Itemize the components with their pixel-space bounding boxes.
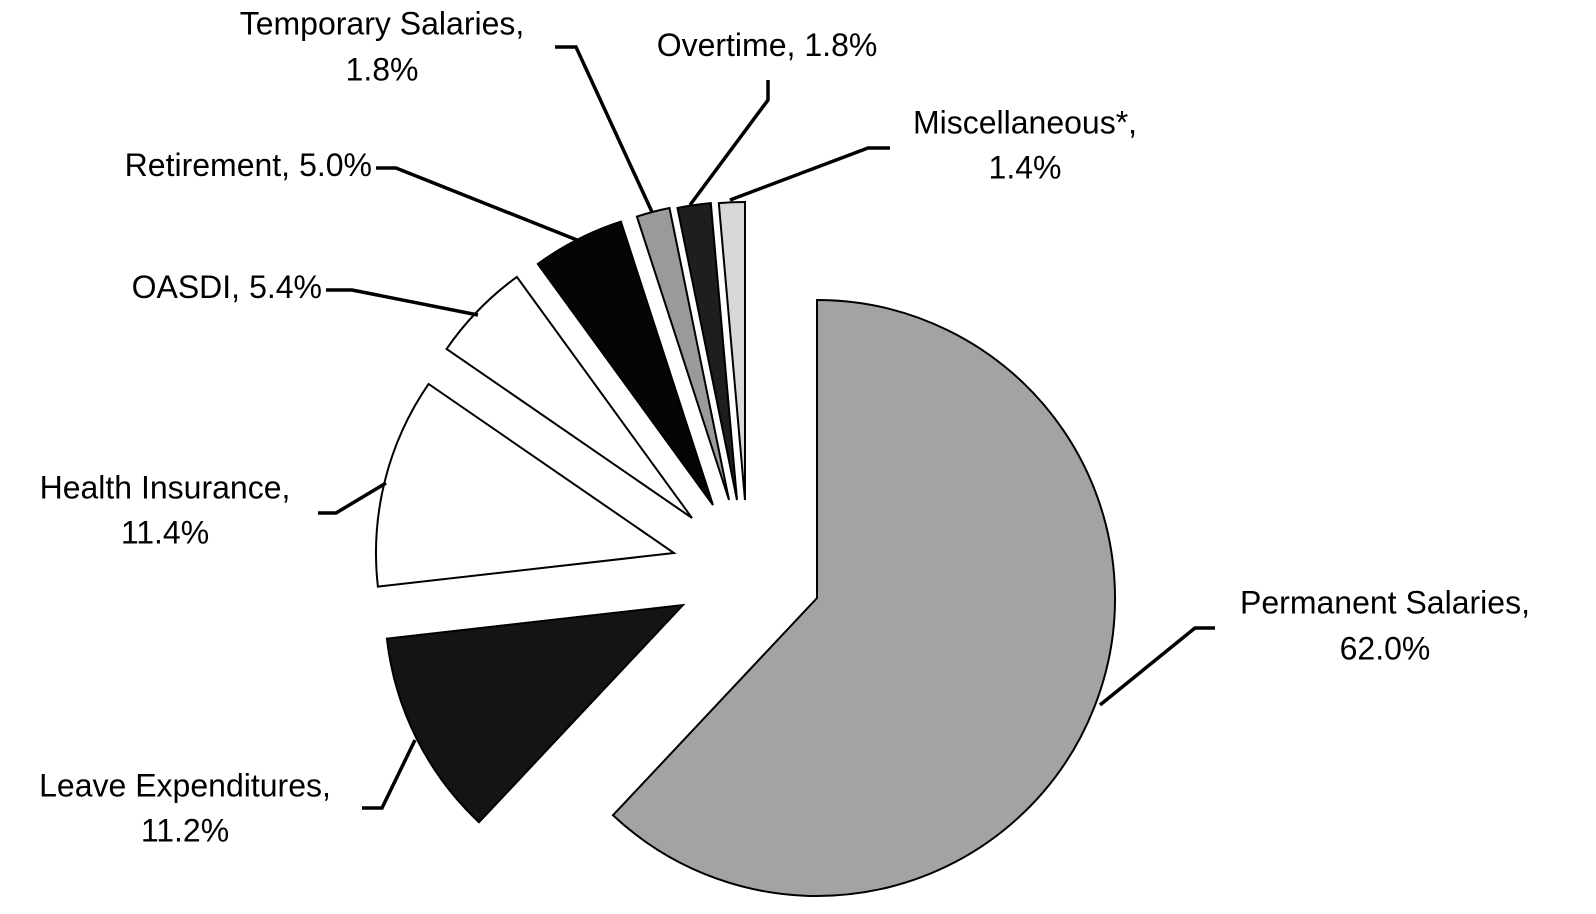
pie-slice (375, 382, 677, 588)
slice-label: Health Insurance, (40, 469, 291, 505)
slice-label: Temporary Salaries, (240, 5, 525, 41)
leader-line (326, 288, 479, 317)
slice-value-label: 1.8% (804, 27, 877, 63)
slice-label-group: Retirement, 5.0% (125, 147, 372, 183)
leader-line (1098, 626, 1215, 707)
slice-label: Retirement, (125, 147, 290, 183)
slice-value-label: 11.2% (141, 812, 229, 848)
slice-value-label: 5.0% (299, 147, 372, 183)
slice-value-label: 1.8% (346, 51, 419, 87)
pie-slice (385, 603, 686, 824)
slice-value-label: 62.0% (1340, 630, 1431, 666)
leader-line (555, 45, 654, 213)
slice-label-group: Overtime, 1.8% (657, 27, 878, 63)
pie-slice (717, 200, 746, 501)
slice-label: Leave Expenditures, (39, 767, 331, 803)
slice-value-label: 11.4% (121, 514, 209, 550)
leader-line (729, 146, 890, 202)
pie-slice (445, 275, 693, 519)
slice-label-group: OASDI, 5.4% (132, 269, 322, 305)
slice-value-label: 1.4% (989, 149, 1062, 185)
slice-value-label: 5.4% (249, 269, 322, 305)
slice-label: Permanent Salaries, (1240, 584, 1530, 620)
slice-label: OASDI, (132, 269, 240, 305)
pie-slice (536, 220, 714, 506)
slice-label: Miscellaneous*, (913, 104, 1137, 140)
leader-line (318, 481, 387, 515)
pie-slice (676, 202, 738, 501)
pie-slice (635, 206, 730, 501)
leader-line (376, 166, 578, 242)
leader-line (688, 80, 770, 207)
slice-label: Overtime, (657, 27, 796, 63)
leader-line (362, 739, 417, 810)
pie-slice (611, 298, 1116, 897)
